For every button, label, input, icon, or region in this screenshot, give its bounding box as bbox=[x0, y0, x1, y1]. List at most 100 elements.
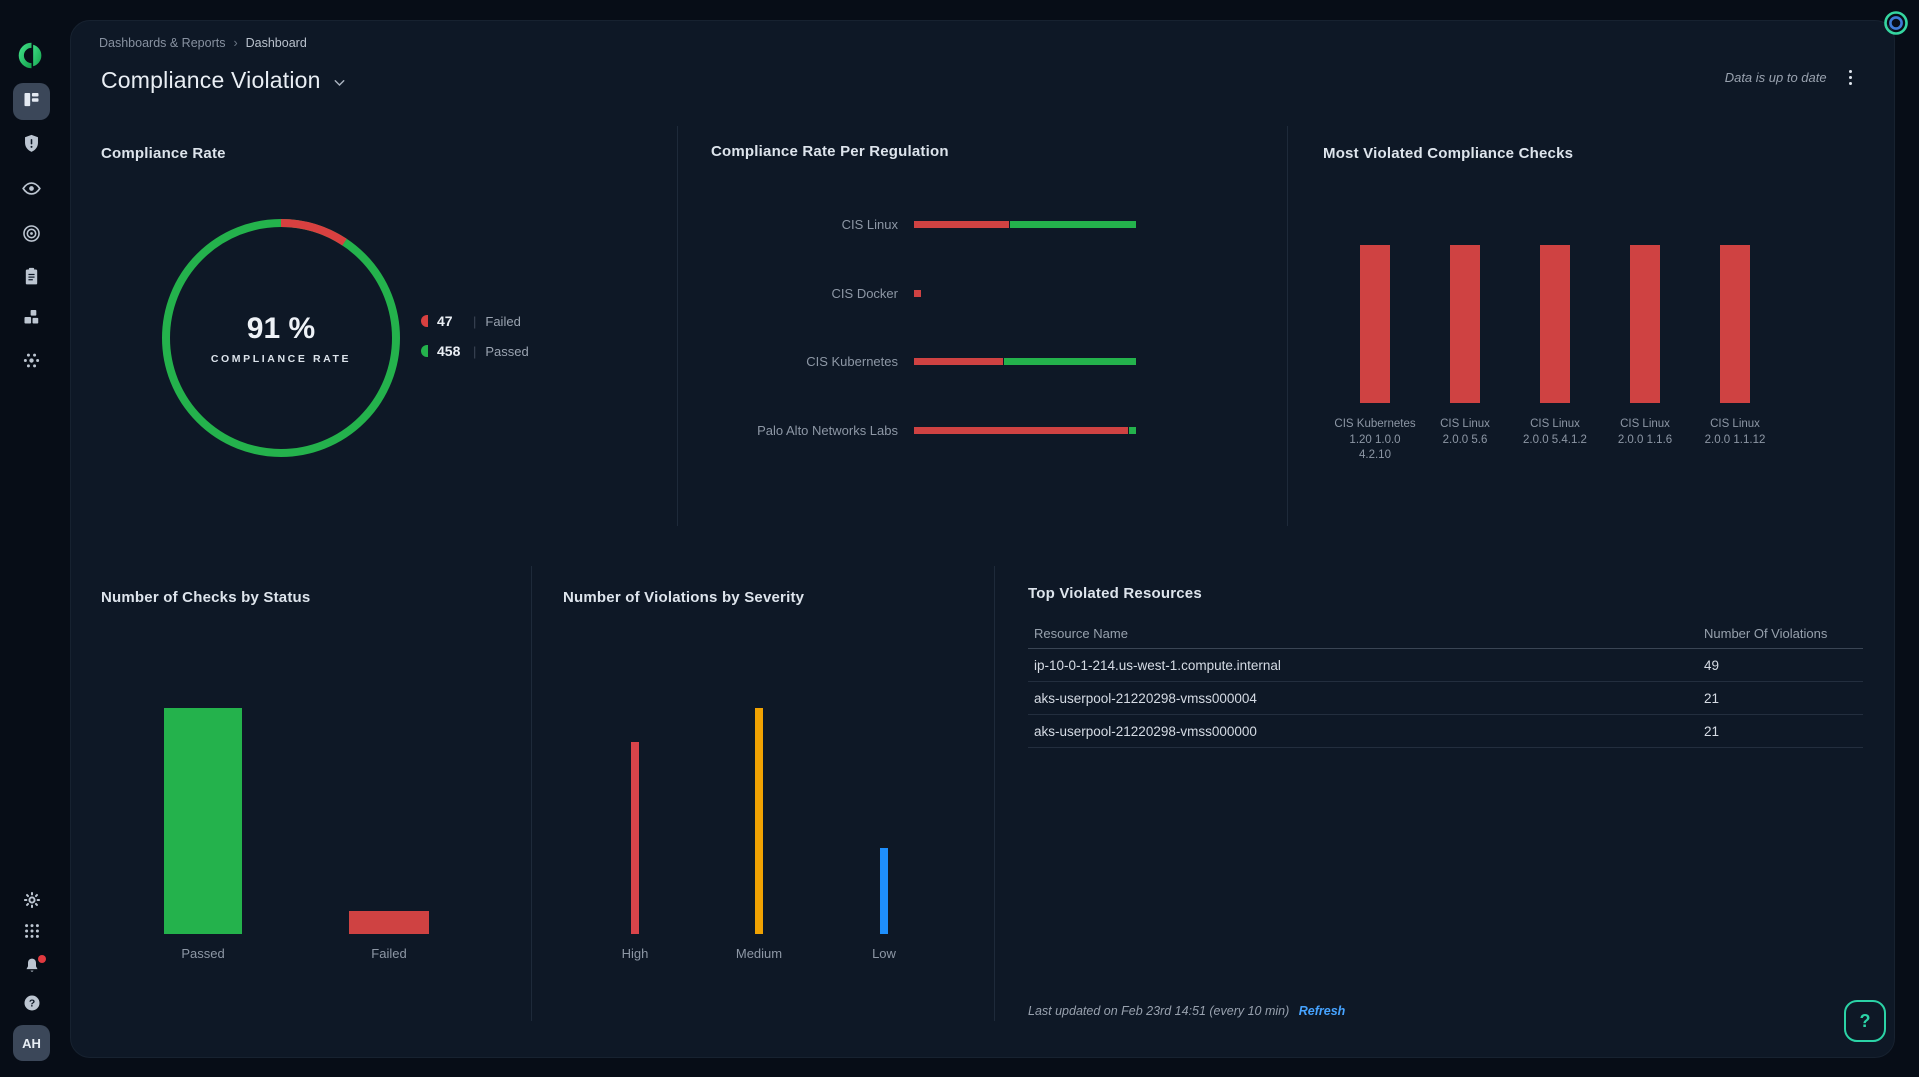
sidebar-item-burst[interactable] bbox=[13, 344, 50, 381]
status-axis-label: Failed bbox=[371, 946, 407, 961]
severity-axis-label: High bbox=[621, 946, 649, 961]
regulation-row[interactable]: CIS Kubernetes bbox=[711, 351, 1136, 371]
panel-title-violations-by-severity: Number of Violations by Severity bbox=[563, 589, 805, 606]
regulation-row[interactable]: CIS Docker bbox=[711, 283, 1136, 303]
bar-segment-failed[interactable] bbox=[914, 426, 1129, 434]
violated-check-bar[interactable] bbox=[1540, 245, 1570, 403]
divider bbox=[677, 126, 678, 526]
sidebar: ? AH bbox=[0, 0, 63, 1077]
violated-check-label: CIS Linux 2.0.0 5.6 bbox=[1440, 418, 1490, 446]
legend-item-failed[interactable]: 47 | Failed bbox=[421, 313, 529, 329]
sidebar-item-target[interactable] bbox=[13, 217, 50, 254]
regulation-label: CIS Linux bbox=[841, 216, 898, 232]
donut-center-text: 91 % COMPLIANCE RATE bbox=[156, 213, 406, 463]
regulation-row[interactable]: Palo Alto Networks Labs bbox=[711, 420, 1136, 440]
data-status-text: Data is up to date bbox=[1724, 70, 1827, 86]
last-updated-text: Last updated on Feb 23rd 14:51 (every 10… bbox=[1028, 1004, 1290, 1018]
compliance-rate-donut-chart[interactable] bbox=[156, 213, 406, 463]
refresh-link[interactable]: Refresh bbox=[1298, 1004, 1346, 1018]
violated-check-label: CIS Linux 2.0.0 1.1.12 bbox=[1704, 418, 1766, 446]
severity-bar-low[interactable] bbox=[880, 848, 888, 934]
help-button[interactable]: ? bbox=[1844, 1000, 1886, 1042]
panel-title-checks-by-status: Number of Checks by Status bbox=[101, 589, 311, 606]
table-header-row: Resource Name Number Of Violations bbox=[1028, 619, 1863, 649]
bell-icon bbox=[22, 956, 42, 981]
panel-title-most-violated-checks: Most Violated Compliance Checks bbox=[1323, 145, 1574, 162]
compliance-rate-value: 91 % bbox=[246, 311, 316, 345]
brand-logo-icon[interactable] bbox=[18, 42, 45, 69]
donut-legend: 47 | Failed 458 | Passed bbox=[421, 313, 529, 359]
table-row[interactable]: aks-userpool-21220298-vmss000000 21 bbox=[1028, 715, 1863, 748]
dashboard-title-dropdown[interactable]: Compliance Violation bbox=[101, 67, 348, 94]
top-violated-resources-table: Resource Name Number Of Violations ip-10… bbox=[1028, 619, 1863, 748]
dashboard-icon bbox=[21, 89, 42, 115]
legend-item-passed[interactable]: 458 | Passed bbox=[421, 343, 529, 359]
sidebar-item-clipboard[interactable] bbox=[13, 260, 50, 297]
regulation-label: Palo Alto Networks Labs bbox=[757, 422, 898, 438]
bar-segment-passed[interactable] bbox=[1129, 426, 1136, 434]
concentric-rings-icon[interactable] bbox=[1882, 9, 1910, 37]
sidebar-item-eye[interactable] bbox=[13, 172, 50, 209]
breadcrumb-dashboard: Dashboard bbox=[245, 36, 307, 50]
regulation-row[interactable]: CIS Linux bbox=[711, 214, 1136, 234]
passed-count: 458 bbox=[437, 343, 461, 359]
target-icon bbox=[21, 223, 42, 249]
severity-bar-high[interactable] bbox=[631, 742, 639, 934]
divider bbox=[1287, 126, 1288, 526]
dashboard-card: Dashboards & Reports › Dashboard Complia… bbox=[70, 20, 1895, 1058]
resource-name-cell: aks-userpool-21220298-vmss000004 bbox=[1034, 690, 1257, 706]
burst-icon bbox=[21, 350, 42, 376]
gear-icon bbox=[22, 890, 42, 915]
breadcrumb: Dashboards & Reports › Dashboard bbox=[99, 36, 307, 50]
violations-count-cell: 49 bbox=[1704, 657, 1720, 673]
violated-check-bar[interactable] bbox=[1720, 245, 1750, 403]
passed-marker-icon bbox=[421, 345, 428, 357]
shield-alert-icon bbox=[21, 133, 42, 159]
regulation-label: CIS Docker bbox=[831, 285, 898, 301]
eye-icon bbox=[21, 178, 42, 204]
failed-count: 47 bbox=[437, 313, 453, 329]
severity-bar-medium[interactable] bbox=[755, 708, 763, 934]
sidebar-item-shield-alert[interactable] bbox=[13, 127, 50, 164]
violated-check-label: CIS Linux 2.0.0 1.1.6 bbox=[1617, 418, 1673, 446]
status-bar-passed[interactable] bbox=[164, 708, 242, 934]
sidebar-item-bell[interactable] bbox=[13, 952, 50, 984]
bar-segment-failed[interactable] bbox=[914, 220, 1009, 228]
sidebar-item-help-circle[interactable]: ? bbox=[13, 989, 50, 1021]
status-bar-failed[interactable] bbox=[349, 911, 429, 934]
table-row[interactable]: aks-userpool-21220298-vmss000004 21 bbox=[1028, 682, 1863, 715]
breadcrumb-dashboards-reports[interactable]: Dashboards & Reports bbox=[99, 36, 226, 50]
panel-title-compliance-rate: Compliance Rate bbox=[101, 145, 226, 162]
sidebar-item-grid-dots[interactable] bbox=[13, 917, 50, 949]
severity-axis-label: Medium bbox=[735, 946, 783, 961]
divider bbox=[994, 566, 995, 1021]
violated-check-bar[interactable] bbox=[1360, 245, 1390, 403]
violations-count-cell: 21 bbox=[1704, 690, 1720, 706]
kebab-menu-icon[interactable] bbox=[1843, 66, 1858, 89]
table-row[interactable]: ip-10-0-1-214.us-west-1.compute.internal… bbox=[1028, 649, 1863, 682]
sidebar-item-dashboard[interactable] bbox=[13, 83, 50, 120]
sidebar-item-blocks[interactable] bbox=[13, 300, 50, 337]
sidebar-item-gear[interactable] bbox=[13, 886, 50, 918]
chevron-down-icon bbox=[334, 80, 345, 86]
bar-segment-passed[interactable] bbox=[1009, 220, 1136, 228]
regulation-label: CIS Kubernetes bbox=[806, 353, 898, 369]
violated-check-bar[interactable] bbox=[1630, 245, 1660, 403]
breadcrumb-separator-icon: › bbox=[233, 36, 238, 50]
bar-segment-passed[interactable] bbox=[1003, 357, 1136, 365]
page-title: Compliance Violation bbox=[101, 67, 321, 93]
failed-marker-icon bbox=[421, 315, 428, 327]
avatar[interactable]: AH bbox=[13, 1025, 50, 1061]
stacked-bar bbox=[914, 220, 1136, 228]
violated-check-label: CIS Kubernetes 1.20 1.0.0 4.2.10 bbox=[1334, 418, 1416, 461]
stacked-bar bbox=[914, 289, 1136, 297]
bar-segment-failed[interactable] bbox=[914, 357, 1003, 365]
violated-check-bar[interactable] bbox=[1450, 245, 1480, 403]
blocks-icon bbox=[21, 306, 42, 332]
bar-segment-failed[interactable] bbox=[914, 289, 921, 297]
svg-text:?: ? bbox=[28, 998, 34, 1009]
resource-name-cell: ip-10-0-1-214.us-west-1.compute.internal bbox=[1034, 657, 1281, 673]
violations-count-cell: 21 bbox=[1704, 723, 1720, 739]
legend-separator: | bbox=[473, 343, 477, 359]
compliance-rate-caption: COMPLIANCE RATE bbox=[210, 352, 352, 365]
